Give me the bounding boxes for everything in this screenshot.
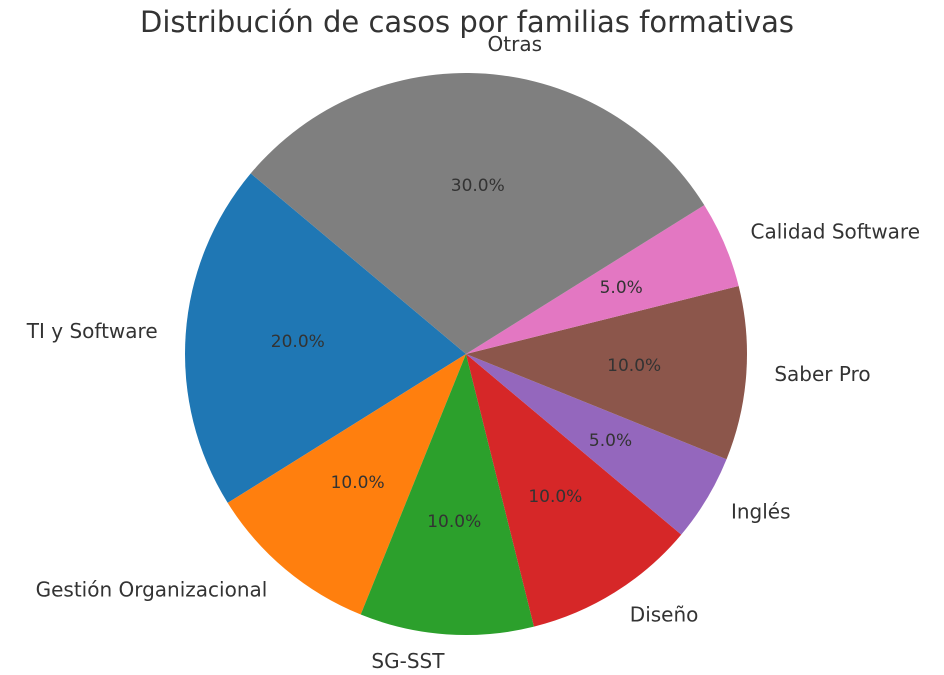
pie-slice <box>184 173 466 503</box>
percent-label: 10.0% <box>607 356 661 376</box>
percent-label: 10.0% <box>427 512 481 532</box>
slice-label: Inglés <box>731 500 791 524</box>
percent-label: 30.0% <box>451 176 505 196</box>
slice-label: Diseño <box>630 603 699 627</box>
slice-label: Otras <box>488 32 542 56</box>
pie-slice <box>360 354 534 635</box>
pie-slice <box>466 354 682 627</box>
chart-title: Distribución de casos por familias forma… <box>140 5 794 39</box>
slice-label: TI y Software <box>26 319 158 343</box>
slice-label: SG-SST <box>371 649 445 673</box>
percent-label: 10.0% <box>331 473 385 493</box>
pie-slice <box>466 205 739 354</box>
pie-slice <box>466 354 727 535</box>
pie-slice <box>466 286 747 460</box>
pie-slice <box>227 354 466 615</box>
percent-label: 20.0% <box>271 332 325 352</box>
slice-label: Saber Pro <box>774 362 870 386</box>
percent-label: 5.0% <box>589 431 632 451</box>
percent-label: 5.0% <box>600 278 643 298</box>
slice-label: Gestión Organizacional <box>36 577 268 601</box>
pie-slice <box>250 72 705 354</box>
slice-label: Calidad Software <box>751 220 921 244</box>
percent-label: 10.0% <box>528 487 582 507</box>
